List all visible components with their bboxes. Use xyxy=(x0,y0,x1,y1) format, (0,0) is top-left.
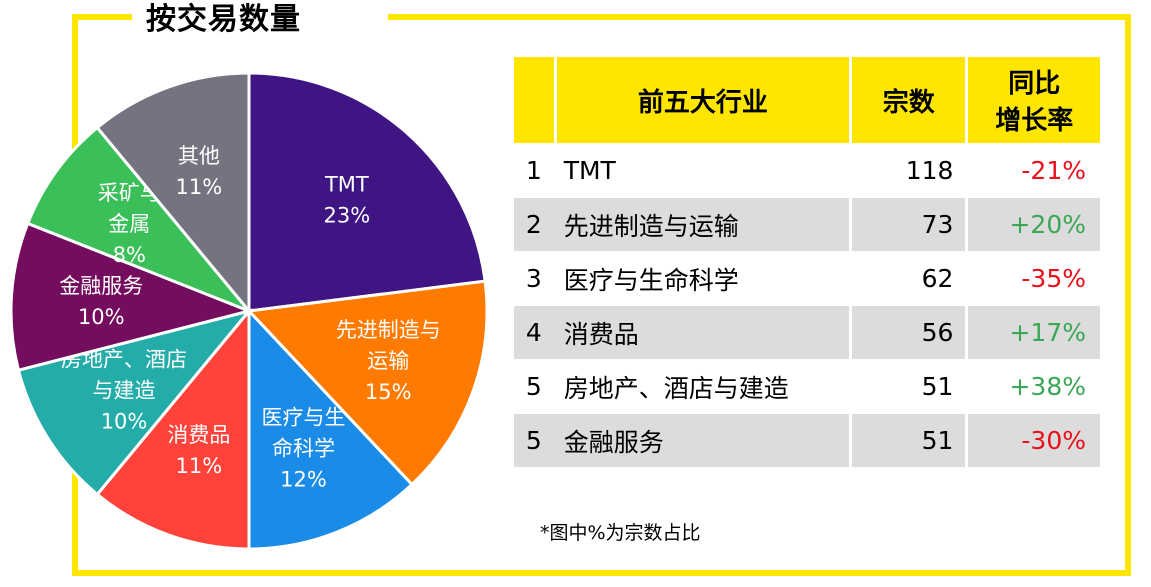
pie-slice-3 xyxy=(95,306,251,551)
row-industry: 先进制造与运输 xyxy=(553,197,850,251)
pie-slice-7 xyxy=(95,71,251,316)
pie-slice-pct-1: 15% xyxy=(365,380,412,404)
pie-slice-label-7: 其他 xyxy=(178,144,220,168)
table-row: 3 医疗与生命科学 62 -35% xyxy=(514,251,1100,305)
row-growth: -21% xyxy=(965,143,1100,197)
header-rank xyxy=(514,57,554,143)
row-rank: 5 xyxy=(514,359,554,413)
row-count: 51 xyxy=(849,413,966,467)
footnote: *图中%为宗数占比 xyxy=(540,522,701,544)
frame-top-right xyxy=(388,14,1131,20)
pie-slice-label-3: 消费品 xyxy=(167,423,230,447)
row-rank: 4 xyxy=(514,305,554,359)
pie-slice-6 xyxy=(25,125,251,313)
header-count: 宗数 xyxy=(849,57,966,143)
pie-slice-2 xyxy=(247,307,415,551)
row-count: 56 xyxy=(849,305,966,359)
pie-chart: TMT23%先进制造与运输15%医疗与生命科学12%消费品11%房地产、酒店与建… xyxy=(9,71,489,551)
pie-slice-label-1: 运输 xyxy=(367,349,409,373)
table-row: 2 先进制造与运输 73 +20% xyxy=(514,197,1100,251)
pie-slice-0 xyxy=(247,71,487,313)
frame-right xyxy=(1125,14,1131,576)
row-rank: 2 xyxy=(514,197,554,251)
pie-slice-5 xyxy=(9,221,254,373)
row-rank: 1 xyxy=(514,143,554,197)
row-industry: TMT xyxy=(553,143,850,197)
pie-slice-label-4: 与建造 xyxy=(93,378,156,402)
pie-slice-label-2: 命科学 xyxy=(272,437,335,461)
table-row: 1 TMT 118 -21% xyxy=(514,143,1100,197)
row-count: 62 xyxy=(849,251,966,305)
table-header-row: 前五大行业 宗数 同比 增长率 xyxy=(514,57,1100,143)
pie-slice-label-2: 医疗与生 xyxy=(261,406,345,430)
row-industry: 金融服务 xyxy=(553,413,850,467)
pie-slice-pct-7: 11% xyxy=(176,175,223,199)
chart-title: 按交易数量 xyxy=(132,0,315,40)
row-rank: 5 xyxy=(514,413,554,467)
table-row: 4 消费品 56 +17% xyxy=(514,305,1100,359)
row-industry: 房地产、酒店与建造 xyxy=(553,359,850,413)
table-row: 5 房地产、酒店与建造 51 +38% xyxy=(514,359,1100,413)
frame-bottom xyxy=(72,570,1131,576)
pie-slice-pct-5: 10% xyxy=(78,305,125,329)
pie-slice-pct-0: 23% xyxy=(324,203,371,227)
pie-slice-pct-2: 12% xyxy=(280,468,327,492)
row-count: 73 xyxy=(849,197,966,251)
row-growth: -30% xyxy=(965,413,1100,467)
pie-slice-label-6: 金属 xyxy=(108,212,150,236)
header-industry: 前五大行业 xyxy=(553,57,850,143)
pie-slice-label-1: 先进制造与 xyxy=(336,318,441,342)
pie-slice-label-0: TMT xyxy=(324,172,369,196)
pie-slice-pct-6: 8% xyxy=(113,243,146,267)
row-growth: -35% xyxy=(965,251,1100,305)
table-row: 5 金融服务 51 -30% xyxy=(514,413,1100,467)
row-industry: 医疗与生命科学 xyxy=(553,251,850,305)
pie-slice-pct-4: 10% xyxy=(101,409,148,433)
header-growth-line1: 同比 xyxy=(1008,69,1061,99)
header-growth-line2: 增长率 xyxy=(995,106,1074,136)
row-count: 51 xyxy=(849,359,966,413)
frame-top-left xyxy=(72,14,132,20)
row-industry: 消费品 xyxy=(553,305,850,359)
industry-table: 前五大行业 宗数 同比 增长率 1 TMT 118 -21% 2 先进制造与运输… xyxy=(514,57,1100,467)
header-growth: 同比 增长率 xyxy=(965,57,1100,143)
pie-slice-label-5: 金融服务 xyxy=(59,274,143,298)
row-growth: +38% xyxy=(965,359,1100,413)
pie-slice-1 xyxy=(245,279,489,487)
row-count: 118 xyxy=(849,143,966,197)
pie-slice-pct-3: 11% xyxy=(176,454,223,478)
row-growth: +17% xyxy=(965,305,1100,359)
row-growth: +20% xyxy=(965,197,1100,251)
row-rank: 3 xyxy=(514,251,554,305)
